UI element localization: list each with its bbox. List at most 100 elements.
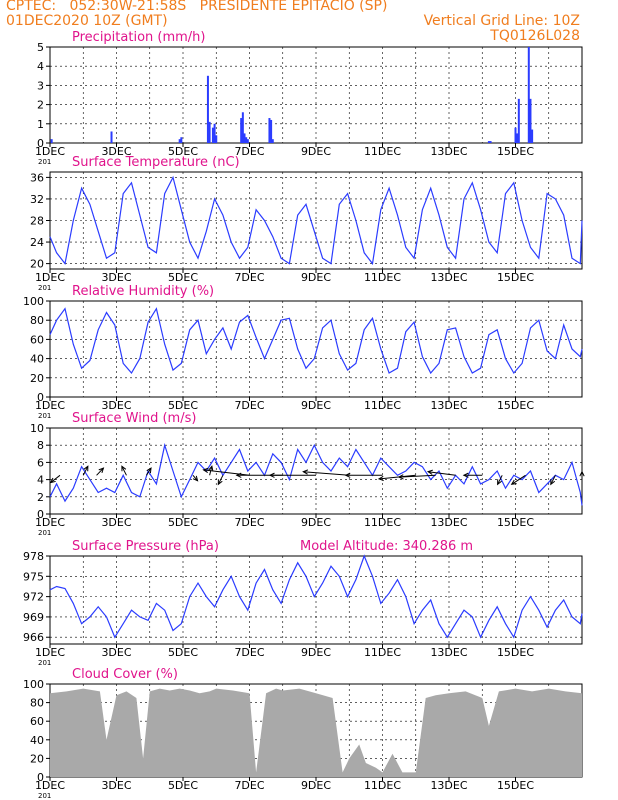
wind-arrow-head bbox=[217, 479, 223, 486]
pres-ytick-label: 966 bbox=[23, 631, 44, 644]
pres-xtick-label: 7DEC bbox=[234, 646, 264, 659]
cloud-ytick-label: 100 bbox=[23, 678, 44, 691]
precip-bar bbox=[241, 112, 244, 143]
temp-xtick-label: 15DEC bbox=[497, 271, 534, 284]
rh-title: Relative Humidity (%) bbox=[72, 284, 214, 299]
precip-bar bbox=[213, 123, 216, 143]
wind-arrow-head bbox=[192, 475, 199, 482]
precip-bar bbox=[270, 119, 273, 143]
pres-ytick-label: 972 bbox=[23, 591, 44, 604]
wind-arrow bbox=[96, 467, 104, 476]
wind-arrow bbox=[303, 471, 350, 476]
wind-xtick-label: 9DEC bbox=[301, 516, 331, 529]
precip-xtick-label: 15DEC bbox=[497, 145, 534, 158]
cloud-xtick-label: 13DEC bbox=[430, 779, 467, 792]
precip-xtick-label: 7DEC bbox=[234, 145, 264, 158]
precip-bar bbox=[110, 131, 113, 143]
cloud-xtick-label: 7DEC bbox=[234, 779, 264, 792]
wind-arrow-head bbox=[377, 475, 384, 482]
wind-arrow-head bbox=[462, 472, 469, 478]
pres-ytick-label: 975 bbox=[23, 570, 44, 583]
wind-series-line bbox=[49, 442, 583, 506]
precip-bar bbox=[215, 135, 218, 143]
precip-ytick-label: 2 bbox=[37, 99, 44, 112]
precip-bar bbox=[243, 133, 246, 143]
wind-arrow-head bbox=[235, 472, 242, 478]
cloud-xtick-label: 3DEC bbox=[101, 779, 131, 792]
wind-xstart-label: 201 bbox=[38, 529, 51, 537]
pres-xstart-label: 201 bbox=[38, 659, 51, 667]
wind-arrow-head bbox=[146, 467, 152, 474]
rh-xtick-label: 5DEC bbox=[168, 399, 198, 412]
wind-arrow-head bbox=[98, 467, 105, 474]
temp-ytick-label: 24 bbox=[30, 236, 44, 249]
wind-xtick-label: 1DEC bbox=[35, 516, 65, 529]
wind-arrow-head bbox=[121, 465, 127, 472]
pres-xtick-label: 9DEC bbox=[301, 646, 331, 659]
wind-xtick-label: 7DEC bbox=[234, 516, 264, 529]
wind-xtick-label: 13DEC bbox=[430, 516, 467, 529]
pres-frame bbox=[49, 555, 583, 645]
rh-xtick-label: 7DEC bbox=[234, 399, 264, 412]
cloud-title: Cloud Cover (%) bbox=[72, 667, 178, 682]
rh-xtick-label: 9DEC bbox=[301, 399, 331, 412]
precip-ytick-label: 3 bbox=[37, 79, 44, 92]
pres-xtick-label: 3DEC bbox=[101, 646, 131, 659]
wind-arrow bbox=[121, 466, 127, 476]
wind-ytick-label: 10 bbox=[30, 422, 44, 435]
wind-arrow bbox=[398, 474, 436, 478]
temp-ytick-label: 28 bbox=[30, 215, 44, 228]
wind-title: Surface Wind (m/s) bbox=[72, 411, 196, 426]
pres-xtick-label: 1DEC bbox=[35, 646, 65, 659]
precip-xtick-label: 3DEC bbox=[101, 145, 131, 158]
wind-arrow bbox=[203, 469, 250, 476]
temp-xtick-label: 1DEC bbox=[35, 271, 65, 284]
precip-bar bbox=[245, 137, 248, 143]
rh-ytick-label: 60 bbox=[30, 333, 44, 346]
rh-ytick-label: 80 bbox=[30, 314, 44, 327]
temp-xstart-label: 201 bbox=[38, 284, 51, 292]
wind-arrow-head bbox=[550, 479, 556, 486]
precip-ytick-label: 5 bbox=[37, 41, 44, 54]
precip-bar bbox=[514, 127, 517, 143]
rh-ytick-label: 100 bbox=[23, 295, 44, 308]
rh-xtick-label: 11DEC bbox=[364, 399, 401, 412]
precip-xtick-label: 9DEC bbox=[301, 145, 331, 158]
wind-arrow bbox=[50, 474, 61, 483]
rh-xstart-label: 201 bbox=[38, 412, 51, 420]
pres-xtick-label: 5DEC bbox=[168, 646, 198, 659]
wind-arrow bbox=[378, 474, 416, 480]
wind-xtick-label: 3DEC bbox=[101, 516, 131, 529]
station-header: CPTEC: 052:30W-21:58S PRESIDENTE EPITACI… bbox=[6, 0, 388, 14]
rh-xtick-label: 13DEC bbox=[430, 399, 467, 412]
wind-arrow-head bbox=[202, 467, 209, 474]
temp-series-line bbox=[49, 175, 583, 266]
precip-bar bbox=[517, 98, 520, 143]
precip-bar bbox=[531, 129, 534, 143]
wind-arrow-head bbox=[302, 469, 309, 475]
precip-title: Precipitation (mm/h) bbox=[72, 30, 205, 45]
wind-ytick-label: 2 bbox=[37, 491, 44, 504]
cloud-xtick-label: 15DEC bbox=[497, 779, 534, 792]
cloud-area bbox=[50, 688, 582, 777]
cloud-ytick-label: 0 bbox=[37, 771, 44, 784]
cloud-xtick-label: 9DEC bbox=[301, 779, 331, 792]
wind-arrow-head bbox=[579, 470, 585, 477]
rh-series-line bbox=[49, 307, 583, 375]
wind-arrow bbox=[82, 466, 89, 476]
precip-ytick-label: 1 bbox=[37, 118, 44, 131]
pres-ytick-label: 969 bbox=[23, 611, 44, 624]
vertical-grid-note: Vertical Grid Line: 10Z bbox=[423, 13, 580, 29]
wind-arrow bbox=[511, 474, 526, 485]
precip-bar bbox=[208, 121, 211, 143]
cloud-ytick-label: 80 bbox=[30, 697, 44, 710]
wind-arrow-head bbox=[83, 465, 89, 472]
temp-title: Surface Temperature (nC) bbox=[72, 155, 240, 170]
rh-xtick-label: 1DEC bbox=[35, 399, 65, 412]
rh-ytick-label: 40 bbox=[30, 353, 44, 366]
temp-xtick-label: 11DEC bbox=[364, 271, 401, 284]
model-altitude-label: Model Altitude: 340.286 m bbox=[300, 539, 473, 554]
pres-ytick-label: 978 bbox=[23, 550, 44, 563]
wind-arrow-head bbox=[397, 474, 404, 480]
wind-arrow-head bbox=[426, 469, 433, 475]
